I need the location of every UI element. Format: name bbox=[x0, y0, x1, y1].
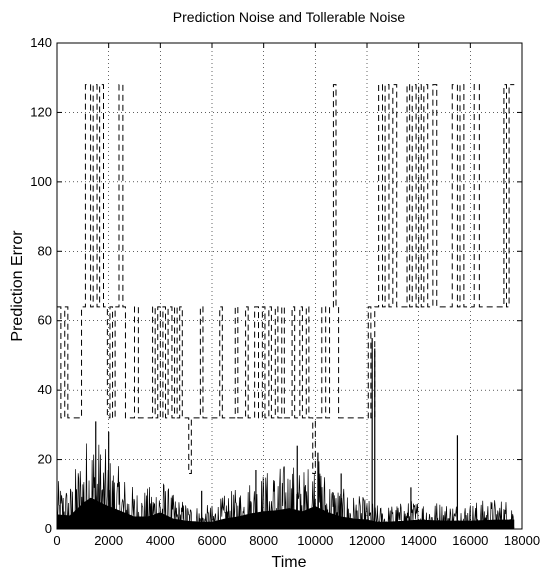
x-axis-label: Time bbox=[272, 554, 307, 571]
y-axis-ticks: 0 20 40 60 80 100 120 140 bbox=[30, 35, 522, 536]
x-tick-label: 18000 bbox=[504, 533, 540, 548]
y-tick-label: 140 bbox=[30, 35, 52, 50]
y-tick-label: 60 bbox=[38, 313, 52, 328]
y-tick-label: 80 bbox=[38, 243, 52, 258]
gridlines bbox=[57, 43, 522, 529]
y-axis-label: Prediction Error bbox=[9, 230, 26, 342]
x-tick-label: 8000 bbox=[249, 533, 278, 548]
x-tick-label: 10000 bbox=[297, 533, 333, 548]
x-tick-label: 4000 bbox=[146, 533, 175, 548]
plot-frame bbox=[56, 42, 523, 530]
x-tick-label: 16000 bbox=[452, 533, 488, 548]
x-axis-ticks: 0 2000 4000 6000 8000 10000 12000 14000 16000 180… bbox=[53, 43, 540, 548]
x-tick-label: 0 bbox=[53, 533, 60, 548]
y-tick-label: 100 bbox=[30, 174, 52, 189]
plot-background bbox=[57, 43, 522, 529]
x-tick-label: 6000 bbox=[198, 533, 227, 548]
prediction-noise-fill bbox=[57, 497, 515, 529]
x-tick-label: 12000 bbox=[349, 533, 385, 548]
y-tick-label: 40 bbox=[38, 382, 52, 397]
x-tick-label: 14000 bbox=[401, 533, 437, 548]
prediction-noise-series bbox=[56, 338, 515, 530]
y-tick-label: 120 bbox=[30, 104, 52, 119]
x-tick-label: 2000 bbox=[94, 533, 123, 548]
chart-title: Prediction Noise and Tollerable Noise bbox=[173, 9, 406, 25]
y-tick-label: 20 bbox=[38, 452, 52, 467]
y-tick-label: 0 bbox=[45, 521, 52, 536]
